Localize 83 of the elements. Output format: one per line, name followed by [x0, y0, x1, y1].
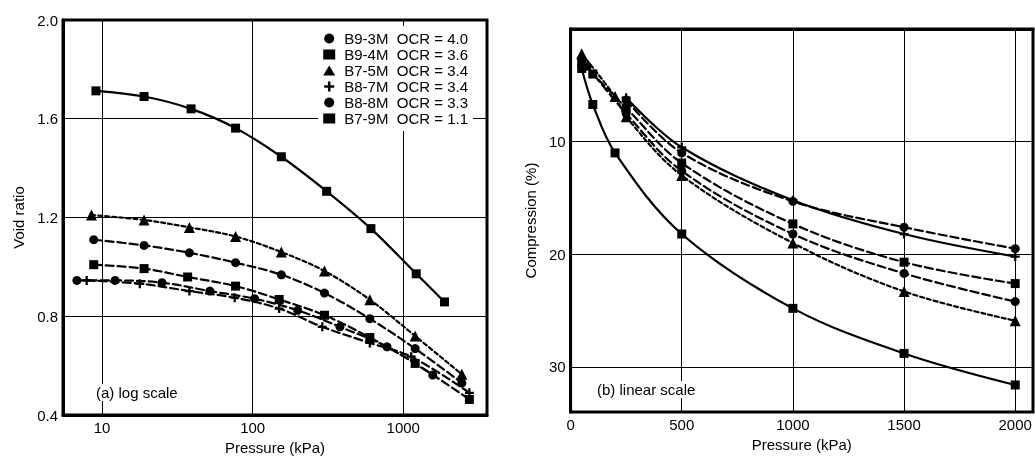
- legend-label: B7-9M OCR = 1.1: [344, 110, 468, 127]
- y-axis-title: Void ratio: [10, 186, 28, 249]
- annotation: (b) linear scale: [597, 381, 696, 398]
- point: [409, 330, 421, 342]
- legend-label: B8-7M OCR = 3.4: [344, 78, 468, 95]
- y-tick-label: 1.6: [37, 110, 58, 128]
- point: [410, 358, 420, 368]
- point: [1010, 380, 1020, 390]
- point: [899, 268, 909, 278]
- point: [609, 91, 621, 103]
- point: [788, 219, 798, 229]
- x-tick-label: 1000: [386, 419, 420, 436]
- point: [899, 348, 909, 358]
- point: [1010, 279, 1020, 289]
- legend-label: B9-4M OCR = 3.6: [344, 46, 468, 63]
- legend-label: B7-5M OCR = 3.4: [344, 62, 468, 79]
- point: [677, 158, 687, 168]
- x-tick-label: 1000: [776, 416, 810, 433]
- y-tick-label: 1.2: [37, 209, 58, 226]
- point: [183, 272, 193, 282]
- point: [320, 288, 330, 298]
- point: [677, 229, 687, 239]
- point: [231, 258, 241, 268]
- point: [274, 304, 284, 314]
- point: [183, 221, 195, 233]
- point: [411, 269, 421, 279]
- y-tick-label: 20: [548, 245, 566, 263]
- point: [788, 229, 798, 239]
- y-tick-label: 2.0: [37, 11, 58, 29]
- point: [275, 246, 287, 258]
- y-tick-label: 30: [548, 358, 566, 376]
- point: [677, 166, 687, 176]
- point: [364, 294, 376, 306]
- x-tick-label: 500: [669, 416, 695, 433]
- point: [1010, 244, 1020, 254]
- point: [899, 257, 909, 267]
- point: [898, 285, 910, 297]
- point: [139, 240, 149, 250]
- point: [320, 310, 330, 320]
- point: [588, 99, 598, 109]
- y-tick-label: 0.4: [37, 406, 58, 424]
- x-tick-label: 1500: [887, 416, 921, 433]
- y-tick-label: 10: [548, 133, 566, 151]
- point: [274, 294, 284, 304]
- x-tick-label: 0: [566, 416, 575, 433]
- point: [787, 237, 799, 249]
- point: [319, 265, 331, 277]
- point: [184, 248, 194, 258]
- x-tick-label: 2000: [998, 416, 1032, 433]
- point: [365, 314, 375, 324]
- annotation: (a) log scale: [96, 384, 178, 401]
- point: [1010, 252, 1020, 262]
- point: [1009, 315, 1021, 327]
- point: [366, 224, 376, 234]
- point: [457, 378, 467, 388]
- x-tick-label: 100: [240, 419, 266, 436]
- point: [184, 286, 194, 296]
- y-axis-title: Compression (%): [522, 162, 539, 279]
- point: [231, 123, 241, 133]
- point: [276, 270, 286, 280]
- point: [139, 264, 149, 274]
- point: [231, 281, 241, 291]
- point: [186, 104, 196, 114]
- point: [138, 214, 150, 226]
- point: [139, 92, 149, 102]
- x-axis-title: Pressure (kPa): [751, 435, 852, 453]
- x-tick-label: 10: [93, 419, 111, 436]
- point: [577, 63, 587, 73]
- point: [230, 293, 240, 303]
- point: [410, 344, 420, 354]
- point: [588, 69, 598, 79]
- x-axis-title: Pressure (kPa): [224, 438, 326, 456]
- point: [365, 332, 375, 342]
- point: [276, 152, 286, 162]
- legend-label: B8-8M OCR = 3.3: [344, 94, 468, 111]
- point: [230, 231, 242, 243]
- y-tick-label: 0.8: [37, 307, 58, 325]
- point: [610, 148, 620, 158]
- legend-label: B9-3M OCR = 4.0: [344, 30, 468, 47]
- point: [788, 303, 798, 313]
- point: [576, 48, 588, 60]
- point: [322, 186, 332, 196]
- point: [1010, 297, 1020, 307]
